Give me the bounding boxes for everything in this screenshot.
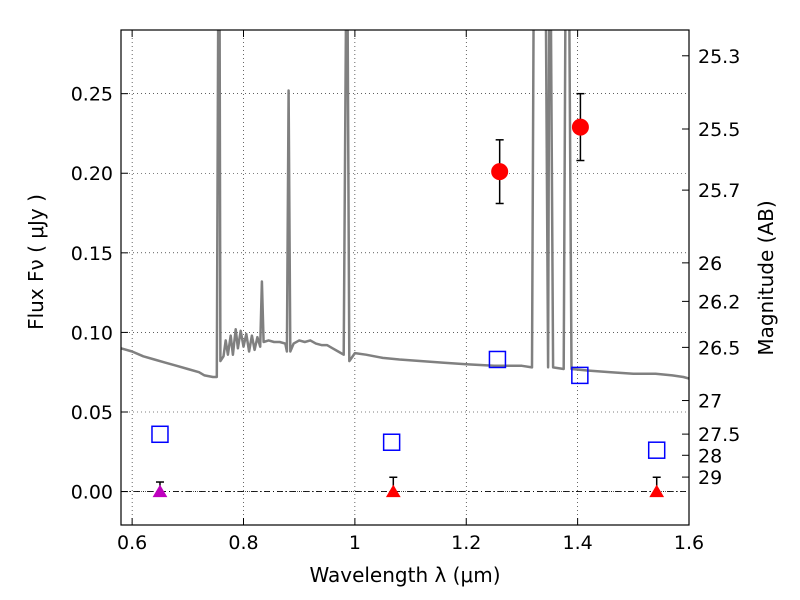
tick-labels: 0.6 0.8 1 1.2 1.4 1.6 0.00 0.05 0.10 0.15 0.20 0.25…	[71, 46, 741, 554]
x-tick-label: 1	[349, 532, 361, 554]
right-tick-label: 26	[698, 253, 722, 275]
x-tick-label: 1.4	[563, 532, 593, 554]
y-axis-label: Flux Fν ( μJy )	[24, 194, 48, 330]
right-tick-label: 29	[698, 467, 722, 489]
x-tick-label: 1.6	[674, 532, 704, 554]
y-tick-label: 0.10	[71, 322, 113, 344]
right-tick-label: 27.5	[698, 424, 740, 446]
upper-limit-triangle	[649, 484, 665, 498]
y-tick-label: 0.00	[71, 482, 113, 504]
right-axis-label: Magnitude (AB)	[754, 200, 778, 355]
right-tick-label: 28	[698, 445, 722, 467]
y-tick-label: 0.05	[71, 402, 113, 424]
right-tick-label: 25.3	[698, 46, 740, 68]
model-band-square	[488, 350, 507, 369]
markers	[151, 92, 666, 498]
observed-point	[491, 163, 509, 181]
right-tick-label: 25.7	[698, 180, 740, 202]
plot-background	[121, 30, 689, 525]
right-tick-label: 26.2	[698, 291, 740, 313]
axis-ticks	[121, 30, 690, 525]
observed-point	[571, 118, 589, 136]
right-tick-label: 26.5	[698, 337, 740, 359]
model-band-square	[382, 433, 401, 451]
x-tick-label: 0.6	[117, 532, 147, 554]
x-tick-label: 1.2	[451, 532, 481, 554]
spectrum-line	[121, 30, 689, 380]
y-tick-label: 0.20	[71, 163, 113, 185]
x-axis-label: Wavelength λ (μm)	[309, 563, 500, 587]
model-band-square	[571, 366, 589, 385]
spectrum-series	[121, 30, 689, 380]
model-band-square	[647, 441, 666, 459]
y-tick-label: 0.15	[71, 243, 113, 265]
model-band-square	[151, 425, 169, 444]
right-tick-label: 27	[698, 391, 722, 413]
upper-limit-triangle	[385, 484, 401, 498]
x-tick-label: 0.8	[228, 532, 258, 554]
y-tick-label: 0.25	[71, 84, 113, 106]
plot-frame	[120, 29, 690, 526]
right-tick-label: 25.5	[698, 119, 740, 141]
upper-limit-triangle	[152, 484, 168, 498]
